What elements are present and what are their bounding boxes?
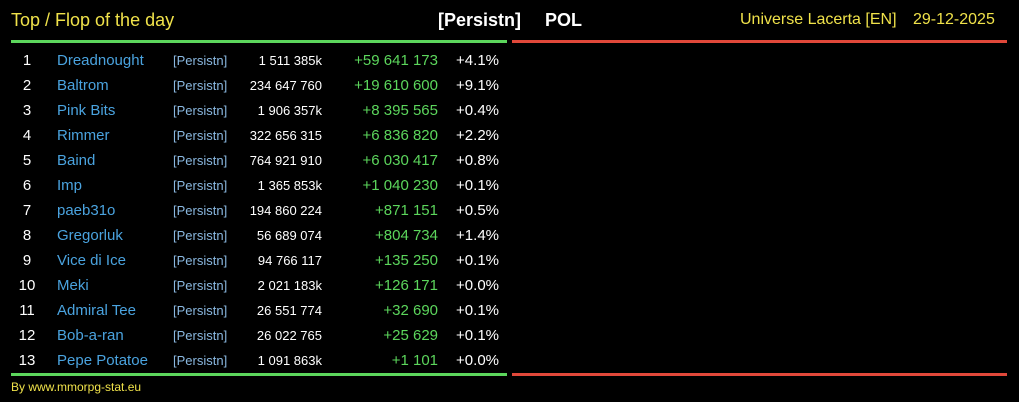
player-name: Meki <box>57 276 89 294</box>
player-name: paeb31o <box>57 201 116 219</box>
points: 2 021 183k <box>257 277 322 293</box>
points: 1 906 357k <box>257 102 322 118</box>
gain-percent: +0.0% <box>456 276 499 294</box>
rank: 8 <box>22 226 32 244</box>
rank: 11 <box>19 301 35 319</box>
rank: 9 <box>22 251 32 269</box>
points: 26 551 774 <box>256 302 322 318</box>
alliance: [Persistn] <box>173 177 228 193</box>
gain-percent: +0.0% <box>456 351 499 369</box>
gain: +32 690 <box>383 301 438 319</box>
alliance-tag: [Persistn] <box>438 10 522 30</box>
player-name: Pink Bits <box>57 101 116 119</box>
player-name: Baltrom <box>57 76 109 94</box>
rank: 13 <box>18 351 36 369</box>
points: 1 091 863k <box>257 352 322 368</box>
date: 29-12-2025 <box>913 11 995 28</box>
gain: +135 250 <box>375 251 438 269</box>
footer-credit: By www.mmorpg-stat.eu <box>11 380 142 394</box>
bottom-divider-red <box>512 373 1007 376</box>
gain: +25 629 <box>383 326 438 344</box>
alliance: [Persistn] <box>173 252 228 268</box>
rank: 10 <box>18 276 36 294</box>
gain: +804 734 <box>375 226 438 244</box>
gain: +19 610 600 <box>354 76 438 94</box>
gain-percent: +0.8% <box>456 151 499 169</box>
points: 94 766 117 <box>257 252 322 268</box>
gain-percent: +2.2% <box>456 126 499 144</box>
alliance: [Persistn] <box>173 302 228 318</box>
gain: +871 151 <box>375 201 438 219</box>
gain-percent: +0.1% <box>456 301 499 319</box>
gain-percent: +4.1% <box>456 51 499 69</box>
top-divider-green <box>11 40 507 43</box>
alliance: [Persistn] <box>173 127 228 143</box>
universe: Universe Lacerta [EN] <box>740 11 897 28</box>
alliance: [Persistn] <box>173 277 228 293</box>
gain: +6 836 820 <box>362 126 439 144</box>
points: 1 511 385k <box>258 52 322 68</box>
alliance: [Persistn] <box>173 102 228 118</box>
gain-percent: +0.1% <box>456 176 499 194</box>
gain: +1 040 230 <box>362 176 439 194</box>
gain: +8 395 565 <box>362 101 439 119</box>
gain-percent: +0.1% <box>456 251 499 269</box>
player-name: Rimmer <box>57 126 110 144</box>
player-name: Baind <box>57 151 96 169</box>
top-divider-red <box>512 40 1007 43</box>
gain: +126 171 <box>375 276 438 294</box>
player-name: Gregorluk <box>57 226 123 244</box>
player-name: Vice di Ice <box>57 251 126 269</box>
player-name: Admiral Tee <box>57 301 136 319</box>
alliance: [Persistn] <box>173 152 228 168</box>
gain-percent: +0.1% <box>456 326 499 344</box>
rank: 1 <box>22 51 32 69</box>
points: 56 689 074 <box>256 227 322 243</box>
gain-percent: +0.4% <box>456 101 499 119</box>
alliance: [Persistn] <box>173 227 228 243</box>
country: POL <box>545 10 583 30</box>
player-name: Imp <box>57 176 83 194</box>
rank: 3 <box>22 101 32 119</box>
rank: 6 <box>22 176 32 194</box>
player-name: Bob-a-ran <box>57 326 124 344</box>
gain-percent: +1.4% <box>456 226 499 244</box>
gain-percent: +0.5% <box>456 201 499 219</box>
gain: +1 101 <box>391 351 438 369</box>
rank: 2 <box>22 76 32 94</box>
gain: +59 641 173 <box>354 51 438 69</box>
title: Top / Flop of the day <box>11 10 175 30</box>
alliance: [Persistn] <box>173 202 228 218</box>
points: 194 860 224 <box>249 202 322 218</box>
alliance: [Persistn] <box>173 52 228 68</box>
player-name: Dreadnought <box>57 51 144 69</box>
rank: 5 <box>22 151 32 169</box>
points: 764 921 910 <box>249 152 322 168</box>
player-name: Pepe Potatoe <box>57 351 148 369</box>
gain: +6 030 417 <box>362 151 439 169</box>
rank: 4 <box>22 126 32 144</box>
points: 26 022 765 <box>256 327 322 343</box>
alliance: [Persistn] <box>173 327 228 343</box>
bottom-divider-green <box>11 373 507 376</box>
rank: 7 <box>22 201 32 219</box>
gain-percent: +9.1% <box>456 76 499 94</box>
alliance: [Persistn] <box>173 77 228 93</box>
points: 322 656 315 <box>249 127 322 143</box>
points: 1 365 853k <box>257 177 322 193</box>
rank: 12 <box>18 326 36 344</box>
alliance: [Persistn] <box>173 352 228 368</box>
points: 234 647 760 <box>249 77 322 93</box>
